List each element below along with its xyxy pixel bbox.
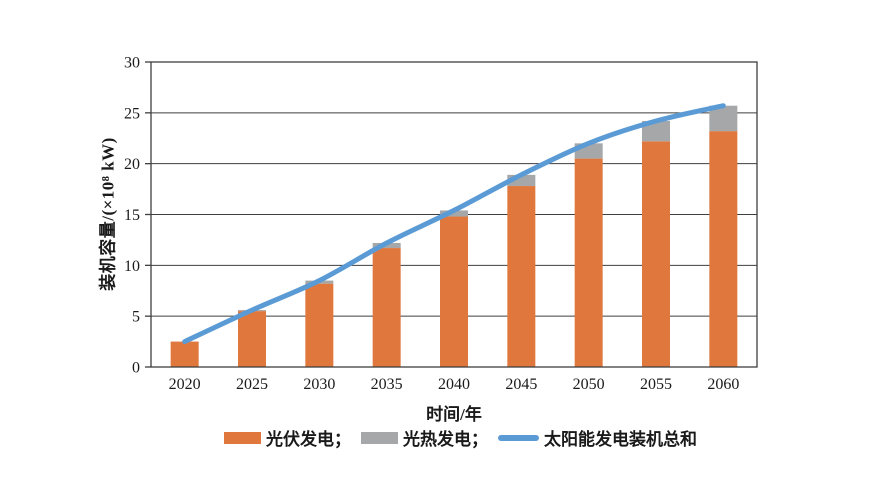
bar-pv-2035 [372,248,401,367]
csp-bar-swatch-icon [361,431,398,444]
bar-pv-2040 [440,216,468,367]
bar-pv-2050 [574,158,603,367]
pv-bar-swatch-icon [224,431,261,444]
bar-pv-2045 [507,186,536,367]
y-tick-label: 30 [124,55,140,72]
bar-csp-2040 [440,210,468,217]
y-tick-label: 20 [124,156,140,173]
bar-pv-2030 [305,283,334,367]
x-tick-label: 2025 [236,376,268,393]
bar-pv-2025 [238,311,266,367]
x-tick-label: 2060 [707,376,739,393]
legend-label-csp: 光热发电； [403,430,488,449]
legend-label-pv: 光伏发电； [266,430,351,449]
y-tick-label: 25 [124,105,140,122]
x-axis-title: 时间/年 [426,405,482,424]
x-tick-label: 2030 [303,376,335,393]
total-capacity-line [182,103,726,345]
x-tick-label: 2020 [169,376,201,393]
bar-pv-2020 [170,341,199,367]
y-axis-title: 装机容量/(×10⁸ kW) [98,137,118,291]
x-tick-label: 2040 [438,376,470,393]
total-line-swatch-icon [498,434,539,441]
x-tick-label: 2050 [573,376,605,393]
bar-csp-2055 [642,120,670,142]
y-tick-label: 0 [132,360,140,377]
bar-pv-2055 [642,141,670,367]
bar-csp-2045 [507,174,536,187]
x-tick-label: 2045 [505,376,537,393]
x-tick-label: 2035 [371,376,403,393]
legend-label-total: 太阳能发电装机总和 [544,430,697,449]
y-tick-label: 5 [132,309,140,326]
legend: 光伏发电； 光热发电； 太阳能发电装机总和 [224,425,697,450]
legend-item-csp: 光热发电； [361,425,488,450]
y-tick-label: 15 [124,207,140,224]
legend-item-pv: 光伏发电； [224,425,351,450]
legend-item-total: 太阳能发电装机总和 [498,425,697,450]
bar-pv-2060 [709,131,738,367]
y-tick-label: 10 [124,258,140,275]
x-tick-label: 2055 [640,376,672,393]
